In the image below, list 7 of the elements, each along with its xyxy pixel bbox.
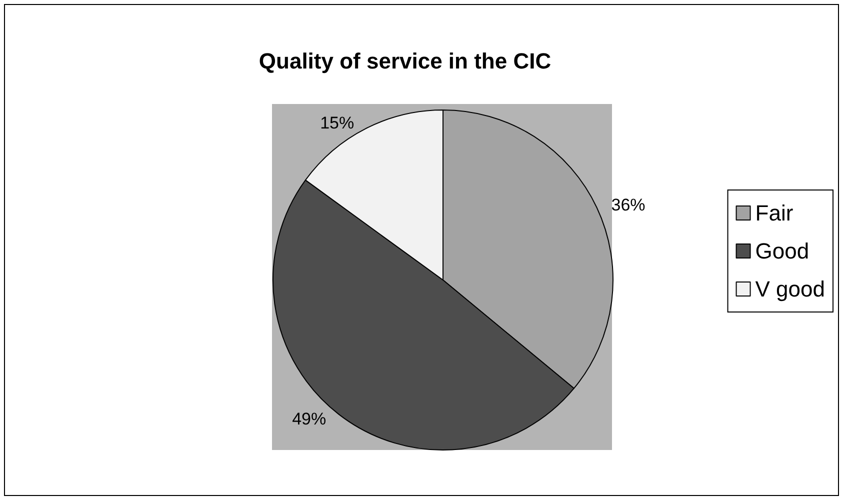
data-label: 49% xyxy=(292,410,326,429)
legend-label: V good xyxy=(755,276,826,302)
data-label: 15% xyxy=(320,114,354,133)
chart-title: Quality of service in the CIC xyxy=(258,48,552,74)
legend-label: Fair xyxy=(755,200,794,226)
legend-label: Good xyxy=(755,238,810,264)
data-label: 36% xyxy=(611,196,646,215)
